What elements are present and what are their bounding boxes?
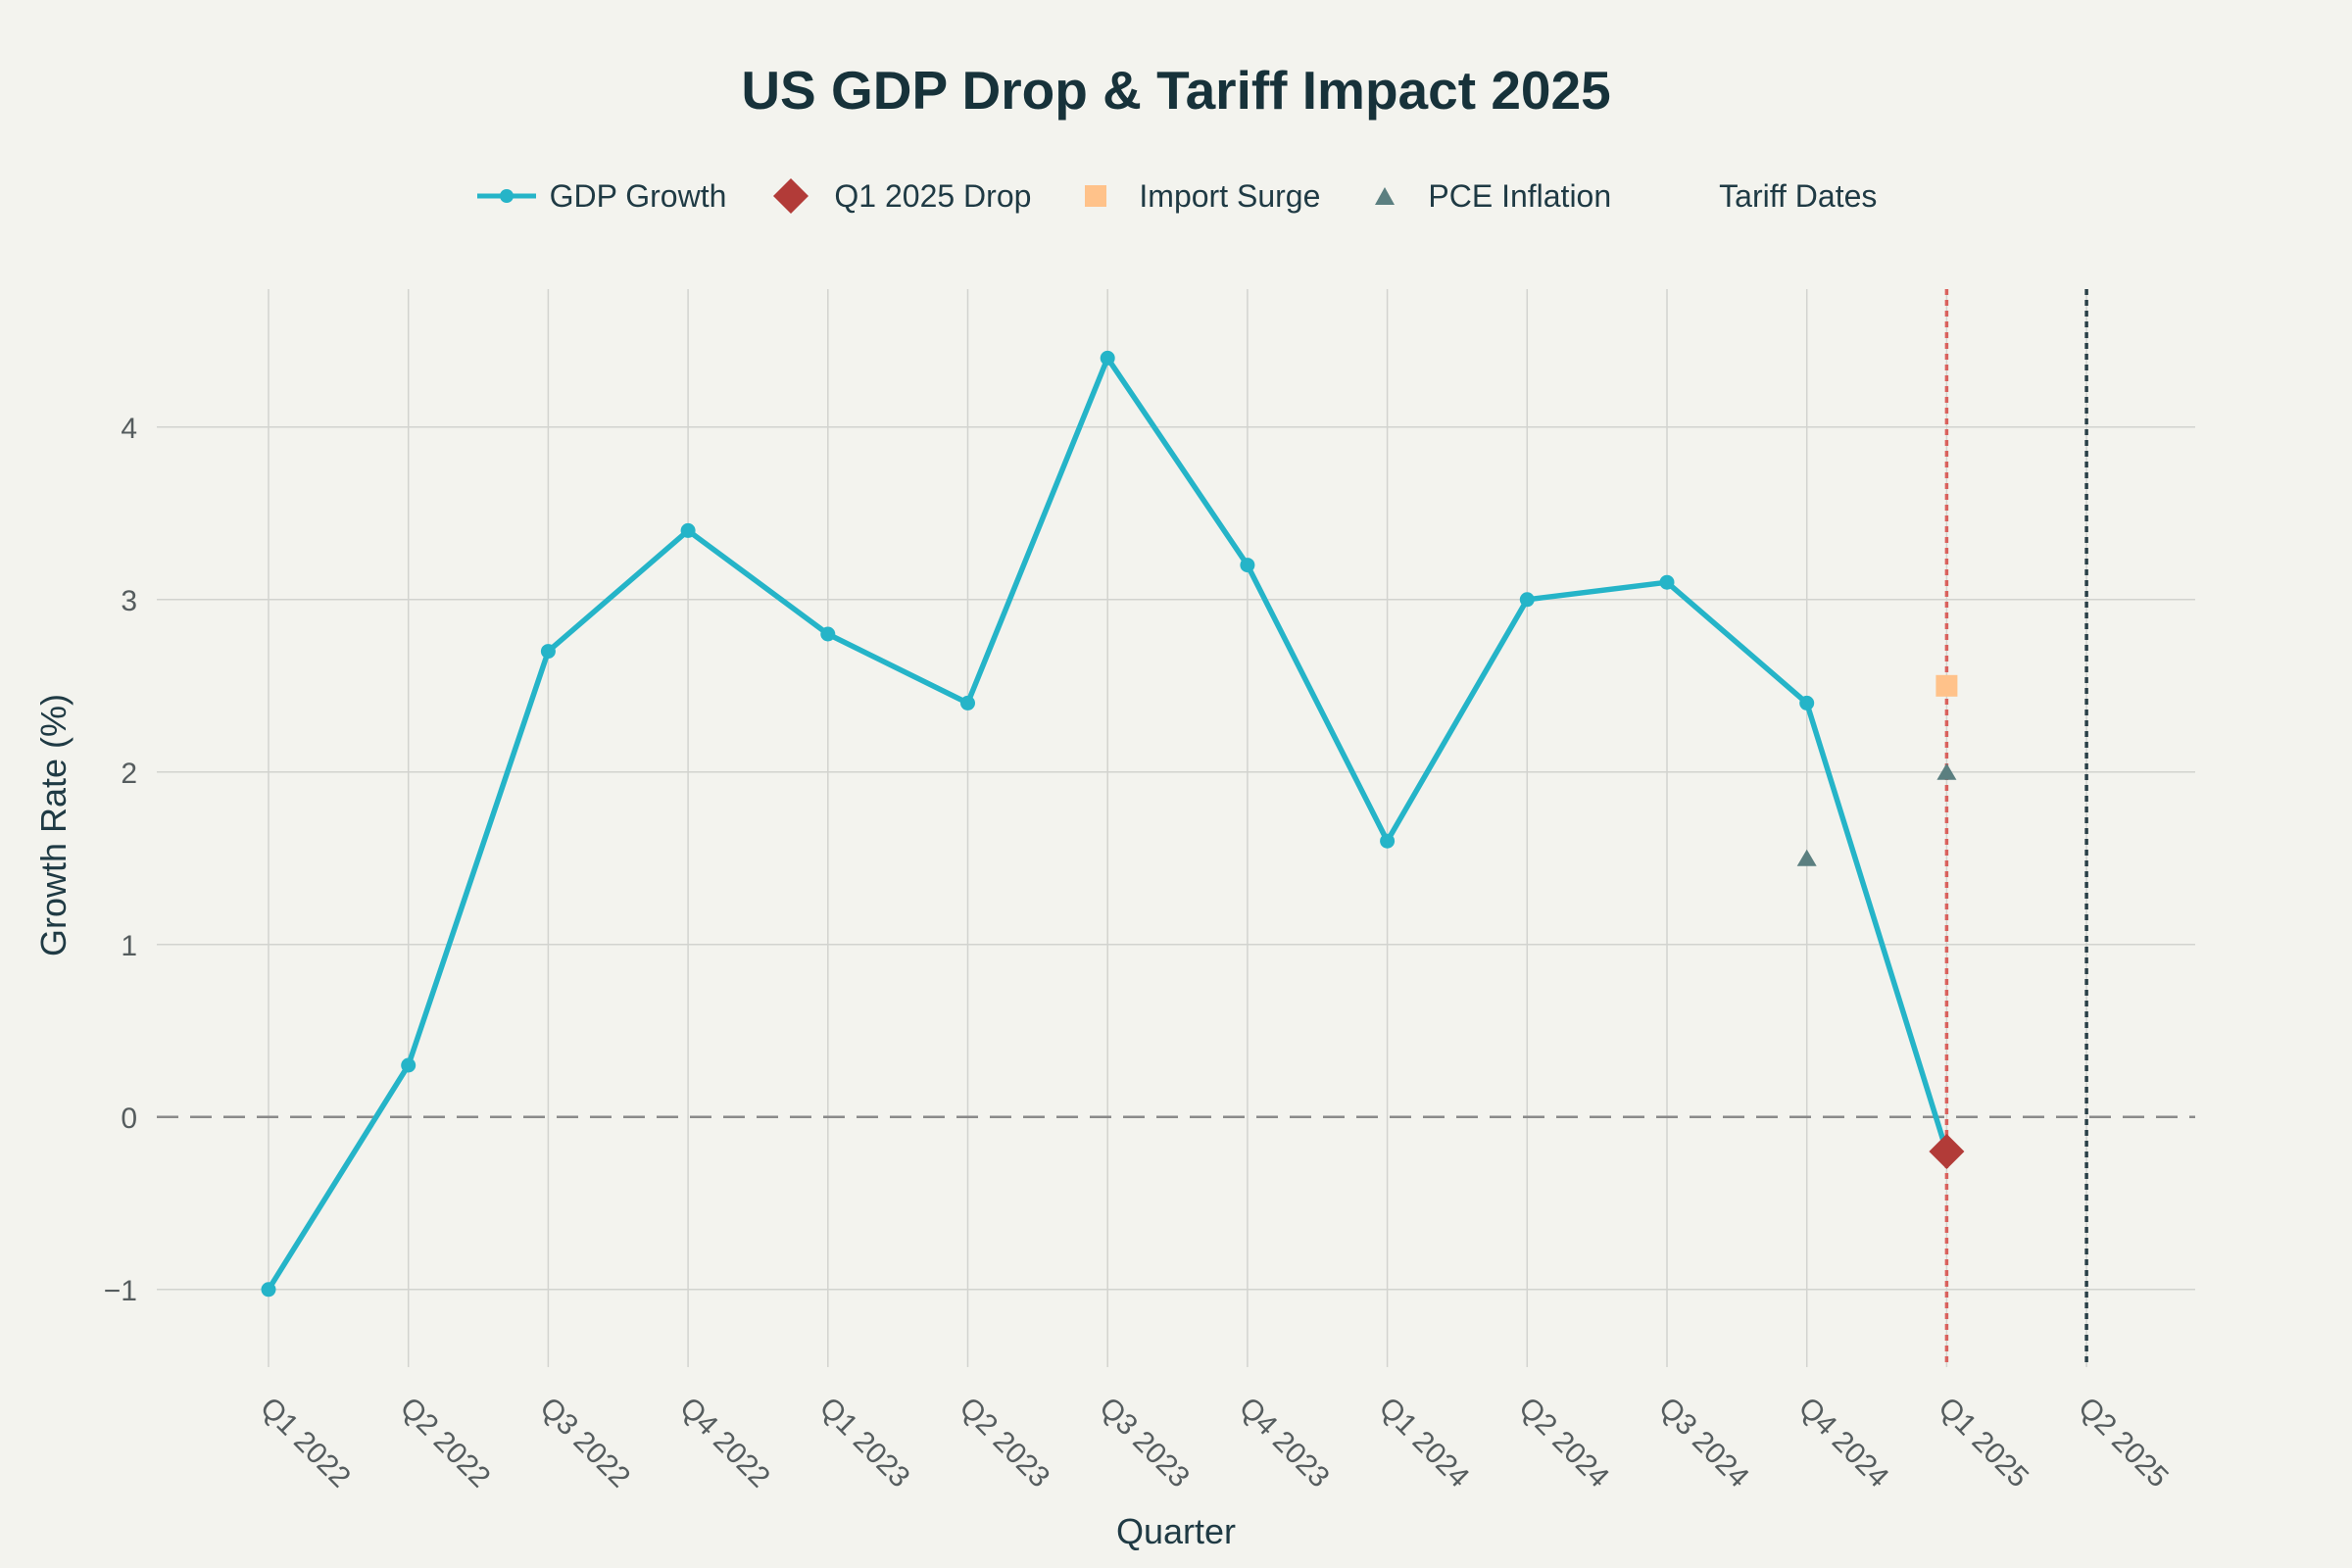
x-axis-title: Quarter [1116,1511,1236,1551]
gdp-growth-point [1240,558,1255,573]
gdp-growth-point [960,695,975,710]
x-axis-ticks: Q1 2022 Q2 2022 Q3 2022 Q4 2022 Q1 2023 Q2 20… [254,1392,2175,1494]
gdp-growth-point [820,626,836,642]
y-tick-label: 3 [121,585,137,617]
q1-2025-drop-point [1929,1134,1965,1169]
x-tick-label: Q2 2025 [2072,1392,2175,1494]
legend-label: Tariff Dates [1719,177,1878,214]
line-marker-icon [476,189,536,203]
x-tick-label: Q2 2024 [1512,1392,1615,1494]
legend-item-q1-drop[interactable]: Q1 2025 Drop [760,176,1031,216]
x-tick-label: Q4 2024 [1792,1392,1895,1494]
x-tick-label: Q1 2022 [254,1392,357,1494]
x-tick-label: Q4 2022 [673,1392,776,1494]
gdp-growth-point [680,522,696,538]
gdp-growth-point [1380,833,1396,849]
legend-item-import-surge[interactable]: Import Surge [1064,176,1320,216]
gdp-growth-point [1799,695,1815,710]
tariff-date-lines [1944,289,2088,1367]
gridlines [157,289,2195,1367]
gdp-growth-point [1100,350,1115,366]
gdp-growth-point [401,1057,416,1073]
x-tick-label: Q4 2023 [1233,1392,1336,1494]
gdp-growth-point [1519,592,1535,608]
gdp-growth-point [261,1282,276,1298]
x-tick-label: Q3 2023 [1093,1392,1196,1494]
x-tick-label: Q2 2022 [394,1392,497,1494]
marker-series [1796,674,1965,1169]
x-tick-label: Q1 2023 [813,1392,916,1494]
x-tick-label: Q1 2024 [1373,1392,1476,1494]
pce-inflation-point [1796,849,1817,866]
import-surge-point [1936,674,1958,697]
y-tick-label: 4 [121,413,137,445]
legend-label: PCE Inflation [1428,177,1612,214]
legend-label: Import Surge [1139,177,1321,214]
legend-item-gdp-growth[interactable]: GDP Growth [475,176,727,216]
y-tick-label: 2 [121,758,137,790]
y-tick-label: −1 [104,1275,137,1307]
y-tick-label: 0 [121,1102,137,1135]
diamond-icon [773,178,809,214]
pce-inflation-point [1936,762,1957,780]
gdp-growth-point [1659,574,1675,590]
chart-title: US GDP Drop & Tariff Impact 2025 [741,60,1611,121]
x-tick-label: Q3 2024 [1652,1392,1755,1494]
triangle-icon [1375,187,1396,205]
y-tick-label: 1 [121,930,137,962]
legend-item-pce-inflation[interactable]: PCE Inflation [1353,176,1611,216]
x-tick-label: Q3 2022 [533,1392,636,1494]
legend-item-tariff-dates[interactable]: Tariff Dates [1644,176,1877,216]
x-tick-label: Q1 2025 [1932,1392,2034,1494]
y-axis-title: Growth Rate (%) [33,694,74,956]
legend-label: GDP Growth [549,177,727,214]
x-tick-label: Q2 2023 [954,1392,1056,1494]
square-icon [1085,185,1107,207]
gdp-growth-point [540,644,556,660]
y-axis-ticks: −1 0 1 2 3 4 [104,413,137,1307]
legend: GDP Growth Q1 2025 Drop Import Surge PCE… [0,176,2352,216]
legend-label: Q1 2025 Drop [834,177,1032,214]
